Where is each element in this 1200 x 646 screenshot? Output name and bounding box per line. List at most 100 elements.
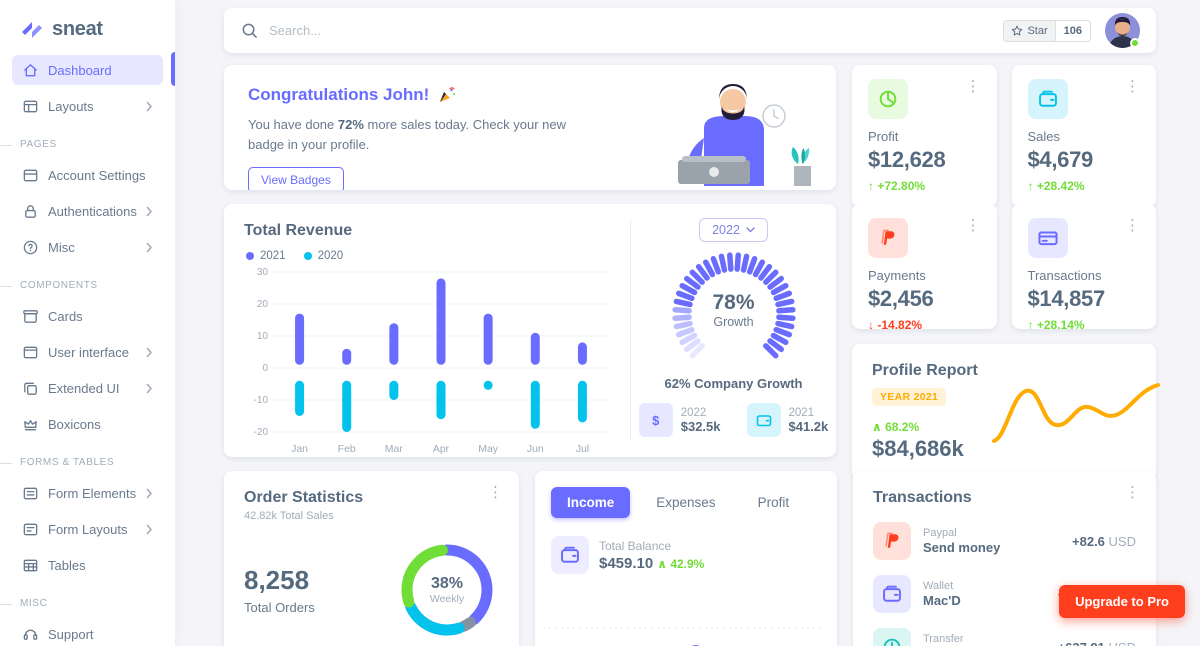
svg-text:Jun: Jun	[527, 443, 544, 455]
sidebar-item-layouts[interactable]: Layouts	[12, 91, 163, 121]
legend-2020[interactable]: 2020	[303, 250, 343, 262]
sidebar-item-cards[interactable]: Cards	[12, 301, 163, 331]
svg-text:Feb: Feb	[338, 443, 356, 455]
sidebar-item-user-interface[interactable]: User interface	[12, 337, 163, 367]
stat-delta: ↑ +72.80%	[868, 179, 926, 193]
sidebar-section-components: COMPONENTS	[0, 280, 175, 291]
kebab-menu-icon[interactable]: ⋮	[965, 78, 981, 95]
sidebar-item-dashboard[interactable]: Dashboard	[12, 55, 163, 85]
congrats-body: You have done 72% more sales today. Chec…	[248, 117, 566, 153]
sidebar-item-extended-ui[interactable]: Extended UI	[12, 373, 163, 403]
sidebar-item-authentications[interactable]: Authentications	[12, 196, 163, 226]
lock-icon	[25, 204, 36, 218]
party-icon	[440, 87, 456, 102]
stat-label: Sales	[1027, 129, 1061, 144]
bottom-row: Order Statistics 42.82k Total Sales ⋮ 8,…	[224, 471, 1156, 646]
pie-chart-icon	[879, 90, 897, 108]
stat-value: $2,456	[868, 286, 934, 311]
revenue-bar-chart: 30 20 10 0 -10 -20 Jan Feb Mar Apr May Jun Jul	[254, 267, 608, 455]
transaction-type: Wallet	[923, 580, 954, 592]
total-revenue-card: Total Revenue 2021 2020 30 20 10 0 -10 -20 Jan…	[224, 204, 836, 457]
svg-text:May: May	[478, 443, 499, 455]
star-segment[interactable]: Star	[1004, 20, 1056, 41]
sidebar-item-account-settings[interactable]: Account Settings	[12, 160, 163, 190]
stat-delta: ↑ +28.42%	[1027, 179, 1085, 193]
total-orders-label: Total Orders	[244, 600, 315, 615]
growth-percent: 78%	[712, 291, 755, 314]
kebab-menu-icon[interactable]: ⋮	[488, 484, 503, 501]
chevron-right-icon	[146, 347, 152, 357]
vertical-divider	[630, 220, 631, 441]
transaction-type: Paypal	[923, 527, 957, 539]
order-statistics-card: Order Statistics 42.82k Total Sales ⋮ 8,…	[224, 471, 519, 646]
sidebar-item-support[interactable]: Support	[12, 619, 163, 646]
upgrade-to-pro-button[interactable]: Upgrade to Pro	[1059, 585, 1185, 618]
sidebar-item-tables[interactable]: Tables	[12, 550, 163, 580]
sidebar-item-form-layouts[interactable]: Form Layouts	[12, 514, 163, 544]
chevron-right-icon	[146, 101, 152, 111]
search-input[interactable]	[269, 23, 569, 38]
sidebar-item-form-elements[interactable]: Form Elements	[12, 478, 163, 508]
dollar-icon: $	[638, 403, 673, 437]
tab-profit[interactable]: Profit	[757, 495, 790, 510]
transaction-row-transfer[interactable]: Transfer Refund +637.91 USD	[873, 628, 1136, 646]
sidebar-nav: Dashboard Layouts PAGES Account Settings…	[0, 55, 175, 646]
headset-icon	[23, 629, 38, 640]
search-icon	[242, 23, 257, 38]
year-badge: YEAR 2021	[872, 388, 947, 406]
gauge-center: 78% Growth	[664, 244, 804, 372]
stat-label: Transactions	[1027, 268, 1102, 283]
sidebar-item-label: User interface	[48, 344, 129, 360]
chevron-right-icon	[146, 383, 152, 393]
transaction-row-paypal[interactable]: Paypal Send money +82.6 USD	[873, 522, 1136, 560]
kebab-menu-icon[interactable]: ⋮	[965, 217, 981, 234]
kebab-menu-icon[interactable]: ⋮	[1125, 78, 1140, 95]
stat-value: $4,679	[1027, 147, 1094, 172]
form-list-icon	[23, 487, 38, 499]
sales-card: ⋮ Sales $4,679 ↑ +28.42%	[1011, 65, 1156, 207]
sidebar-item-misc[interactable]: Misc	[12, 232, 163, 262]
search[interactable]	[240, 21, 1003, 40]
transaction-name: Mac'D	[923, 593, 961, 608]
kebab-menu-icon[interactable]: ⋮	[1125, 484, 1140, 501]
stat-value: $14,857	[1027, 286, 1106, 311]
kebab-menu-icon[interactable]: ⋮	[1125, 217, 1140, 234]
brand-logo[interactable]: sneat	[0, 14, 175, 55]
sidebar-item-label: Support	[48, 626, 94, 642]
tab-expenses[interactable]: Expenses	[656, 495, 716, 510]
help-circle-icon	[23, 240, 38, 254]
profit-card: ⋮ Profit $12,628 ↑ +72.80%	[852, 65, 997, 207]
dashboard-grid: Congratulations John! You have done 72% …	[224, 65, 1160, 646]
github-star-button[interactable]: Star 106	[1003, 19, 1091, 42]
sidebar-section-misc: MISC	[0, 598, 175, 609]
svg-text:30: 30	[257, 267, 269, 278]
sidebar-item-label: Misc	[48, 239, 75, 255]
profile-report-info: Profile Report YEAR 2021 ∧ 68.2% $84,686…	[872, 362, 982, 462]
donut-percent: 38%	[430, 575, 464, 592]
stat-label: Profit	[868, 129, 899, 144]
payments-icon-box	[868, 218, 908, 258]
sidebar-item-label: Extended UI	[48, 380, 120, 396]
archive-icon	[23, 309, 38, 323]
brand-icon	[22, 21, 42, 38]
sidebar-item-label: Cards	[48, 308, 83, 324]
income-area-chart	[543, 627, 823, 646]
stat-delta: ↓ -14.82%	[868, 318, 923, 332]
sidebar-item-boxicons[interactable]: Boxicons	[12, 409, 163, 439]
svg-text:20: 20	[257, 299, 269, 310]
svg-text:Apr: Apr	[433, 443, 450, 455]
account-box-icon	[23, 169, 38, 181]
chevron-down-icon	[746, 227, 755, 233]
transaction-amount: +82.6 USD	[1072, 533, 1136, 549]
avatar[interactable]	[1105, 13, 1140, 48]
legend-2021[interactable]: 2021	[246, 250, 286, 262]
transactions-title: Transactions	[873, 489, 972, 506]
income-expenses-card: Income Expenses Profit Total Balance $45…	[535, 471, 837, 646]
tab-income[interactable]: Income	[551, 487, 631, 518]
year-select-dropdown[interactable]: 2022	[699, 218, 768, 242]
view-badges-button[interactable]: View Badges	[248, 167, 344, 190]
chevron-right-icon	[146, 242, 152, 252]
sidebar-item-label: Tables	[48, 557, 86, 573]
star-count: 106	[1055, 20, 1090, 41]
